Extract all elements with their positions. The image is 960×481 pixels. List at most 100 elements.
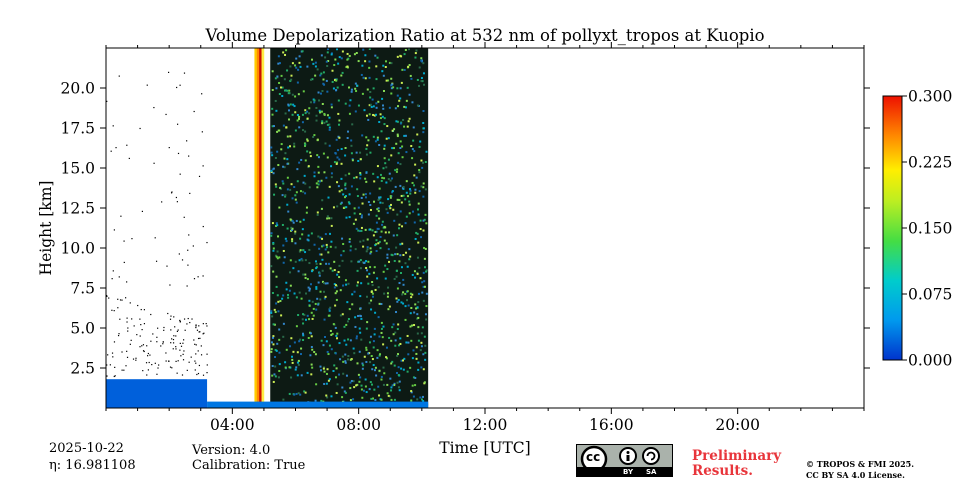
heatmap-cell (327, 196, 330, 199)
heatmap-cell (390, 62, 393, 65)
heatmap-cell (306, 65, 309, 68)
heatmap-cell (411, 101, 414, 104)
heatmap-cell (350, 90, 353, 93)
heatmap-cell (407, 341, 410, 344)
heatmap-cell (408, 203, 411, 206)
heatmap-cell (369, 208, 372, 211)
heatmap-cell (425, 222, 428, 225)
heatmap-cell (396, 120, 399, 123)
heatmap-cell (113, 341, 116, 343)
heatmap-cell (165, 360, 167, 362)
heatmap-cell (372, 113, 375, 116)
heatmap-cell (274, 375, 277, 378)
heatmap-cell (394, 185, 397, 188)
heatmap-cell (270, 350, 273, 353)
heatmap-cell (366, 144, 369, 147)
heatmap-cell (359, 158, 362, 161)
heatmap-cell (305, 292, 308, 295)
heatmap-cell (354, 82, 357, 85)
heatmap-cell (377, 385, 380, 388)
heatmap-cell (392, 86, 395, 89)
heatmap-cell (161, 201, 163, 203)
heatmap-cell (306, 238, 309, 241)
heatmap-cell (197, 276, 199, 278)
heatmap-cell (394, 339, 397, 342)
heatmap-cell (282, 261, 285, 264)
heatmap-cell (349, 99, 352, 102)
heatmap-cell (379, 247, 382, 250)
heatmap-cell (337, 112, 340, 115)
heatmap-cell (353, 53, 356, 56)
heatmap-cell (280, 314, 283, 317)
heatmap-cell (375, 106, 378, 109)
heatmap-cell (369, 335, 372, 338)
heatmap-cell (176, 330, 179, 332)
heatmap-cell (398, 99, 401, 102)
heatmap-cell (394, 107, 397, 110)
heatmap-cell (356, 188, 359, 191)
heatmap-cell (361, 367, 364, 370)
heatmap-cell (271, 374, 274, 377)
heatmap-cell (393, 128, 396, 131)
heatmap-cell (327, 379, 330, 382)
heatmap-cell (359, 267, 362, 270)
heatmap-cell (114, 366, 116, 368)
heatmap-cell (390, 92, 393, 95)
heatmap-cell (179, 342, 181, 344)
heatmap-cell (288, 392, 291, 395)
heatmap-cell (179, 173, 181, 175)
heatmap-cell (404, 134, 407, 137)
heatmap-cell (325, 176, 328, 179)
heatmap-cell (326, 217, 329, 220)
heatmap-cell (345, 66, 348, 69)
heatmap-cell (343, 390, 346, 393)
heatmap-cell (424, 188, 427, 191)
heatmap-cell (113, 229, 115, 231)
heatmap-cell (177, 152, 180, 155)
heatmap-cell (330, 217, 333, 220)
heatmap-cell (400, 301, 403, 304)
sa-label: SA (646, 468, 657, 476)
heatmap-cell (166, 265, 168, 267)
heatmap-cell (284, 237, 287, 240)
heatmap-cell (369, 151, 372, 154)
heatmap-cell (392, 234, 395, 237)
heatmap-cell (346, 301, 349, 304)
heatmap-cell (417, 241, 420, 244)
heatmap-cell (387, 137, 390, 140)
heatmap-cell (380, 321, 383, 324)
heatmap-cell (282, 244, 285, 247)
heatmap-cell (152, 333, 154, 335)
heatmap-cell (194, 360, 196, 362)
heatmap-cell (391, 326, 394, 329)
heatmap-cell (290, 74, 293, 77)
heatmap-cell (172, 338, 175, 341)
heatmap-cell (314, 65, 317, 68)
heatmap-cell (156, 373, 158, 375)
heatmap-cell (416, 332, 419, 335)
heatmap-cell (422, 182, 425, 185)
heatmap-cell (355, 335, 358, 338)
heatmap-cell (278, 62, 281, 65)
heatmap-cell (416, 272, 419, 275)
heatmap-cell (400, 194, 403, 197)
heatmap-cell (379, 196, 382, 199)
heatmap-cell (321, 237, 324, 240)
heatmap-cell (361, 64, 364, 67)
heatmap-cell (165, 113, 167, 116)
heatmap-cell (326, 156, 329, 159)
heatmap-cell (273, 308, 276, 311)
heatmap-cell (284, 152, 287, 155)
heatmap-cell (181, 374, 184, 376)
heatmap-cell (394, 253, 397, 256)
heatmap-cell (334, 246, 337, 249)
heatmap-cell (111, 278, 113, 280)
heatmap-cell (411, 293, 414, 296)
heatmap-cell (342, 243, 345, 246)
heatmap-cell (401, 145, 404, 148)
heatmap-cell (187, 317, 189, 320)
heatmap-cell (341, 83, 344, 86)
heatmap-cell (362, 389, 365, 392)
heatmap-cell (315, 266, 318, 269)
heatmap-cell (373, 266, 376, 269)
